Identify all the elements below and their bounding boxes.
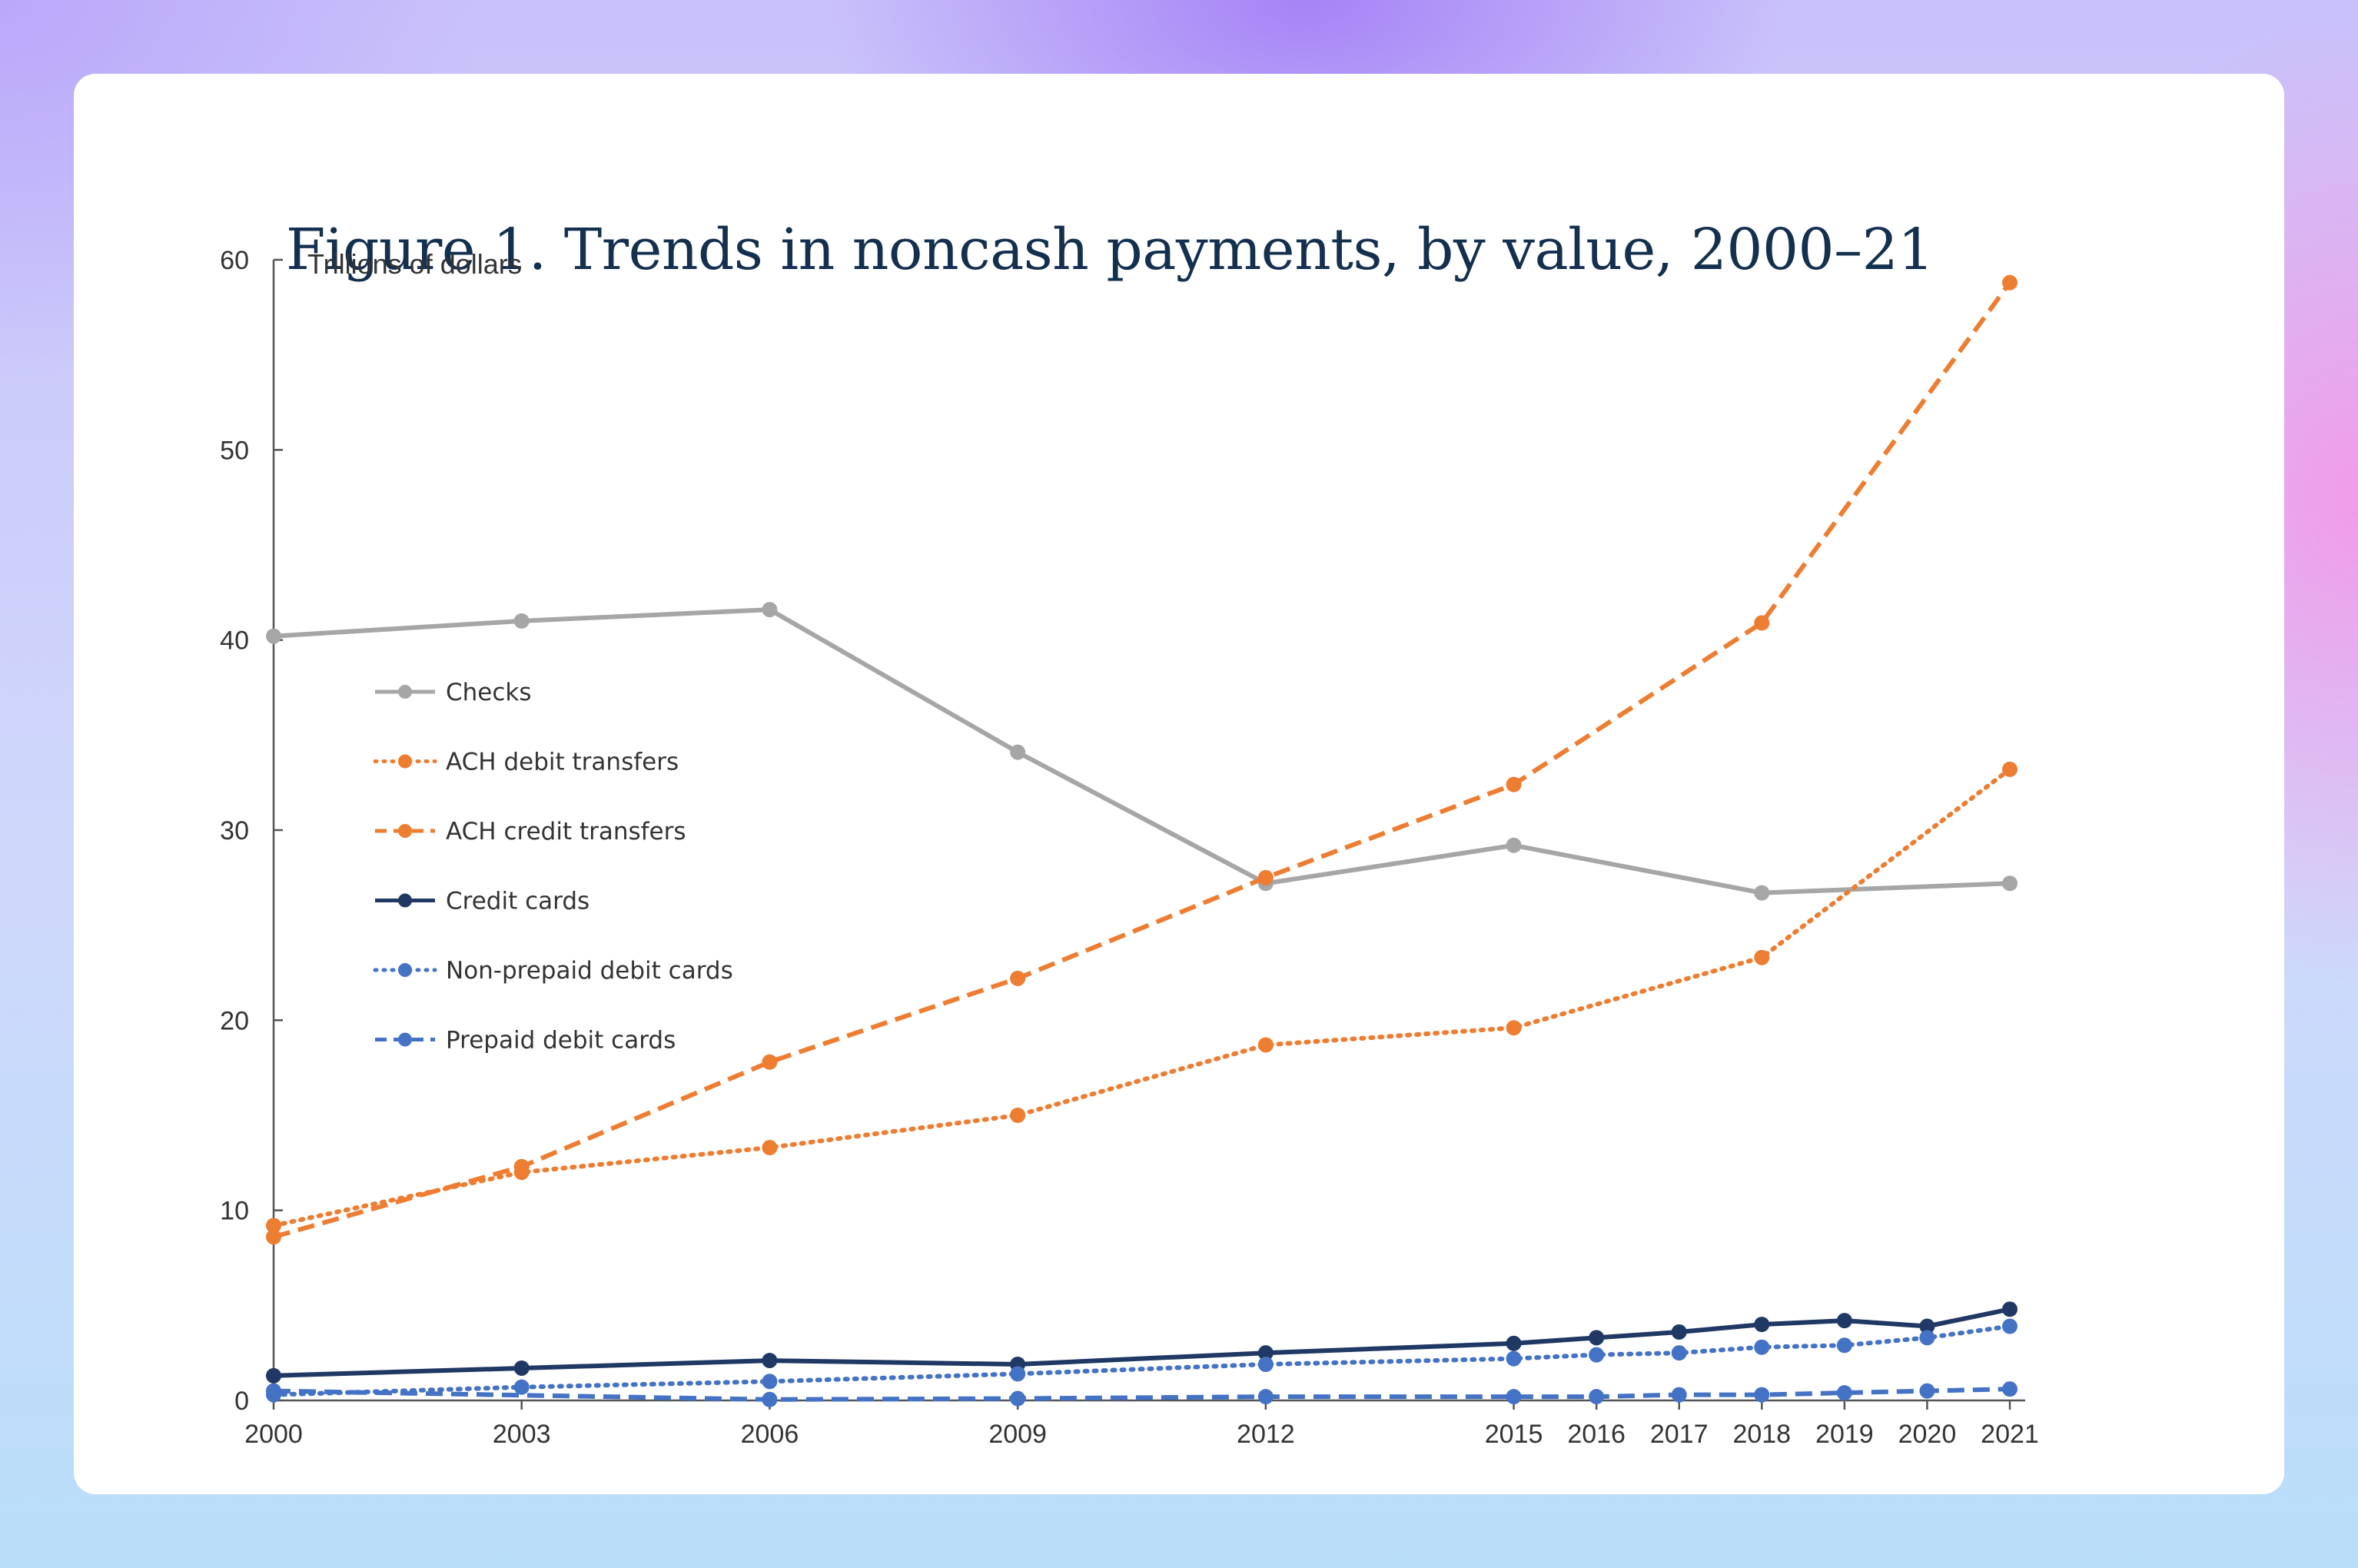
data-point-non-prepaid-debit-cards-2019: [1836, 1337, 1852, 1354]
y-tick-label-20: 20: [220, 1006, 249, 1035]
series-line-credit-cards: [273, 1307, 2011, 1378]
data-point-prepaid-debit-cards-2020: [1919, 1383, 1935, 1399]
legend-label-non-prepaid-debit-cards: Non-prepaid debit cards: [446, 957, 733, 985]
data-point-non-prepaid-debit-cards-2017: [1671, 1345, 1687, 1361]
y-tick-label-60: 60: [220, 246, 249, 275]
data-point-credit-cards-2021: [2002, 1301, 2018, 1317]
y-tick-label-40: 40: [220, 626, 249, 656]
data-point-credit-cards-2020: [1919, 1318, 1935, 1334]
figure-title: Figure 1. Trends in noncash payments, by…: [286, 217, 1934, 283]
x-tick-label-2009: 2009: [988, 1420, 1047, 1449]
legend-marker-credit-cards: [398, 893, 412, 908]
data-point-ach-debit-transfers-2018: [1754, 949, 1770, 965]
data-point-checks-2000: [266, 628, 281, 644]
x-tick-label-2006: 2006: [741, 1420, 799, 1449]
y-tick-label-10: 10: [220, 1197, 249, 1226]
y-tick-label-50: 50: [220, 436, 249, 465]
x-tick-label-2019: 2019: [1815, 1420, 1874, 1449]
data-point-ach-debit-transfers-2009: [1010, 1108, 1026, 1123]
series-line-ach-credit-transfers: [273, 281, 2012, 1240]
x-tick-label-2000: 2000: [244, 1420, 303, 1449]
data-point-non-prepaid-debit-cards-2009: [1010, 1366, 1026, 1382]
x-tick-label-2016: 2016: [1567, 1420, 1626, 1449]
data-point-prepaid-debit-cards-2018: [1754, 1387, 1770, 1403]
legend-marker-ach-debit-transfers: [398, 754, 412, 769]
data-point-credit-cards-2003: [513, 1360, 530, 1376]
legend-label-checks: Checks: [446, 679, 532, 706]
series-line-checks: [273, 607, 2011, 895]
data-point-prepaid-debit-cards-2016: [1589, 1389, 1605, 1405]
y-tick-label-0: 0: [234, 1387, 249, 1416]
data-point-ach-debit-transfers-2021: [2002, 761, 2018, 777]
data-point-prepaid-debit-cards-2006: [762, 1391, 778, 1407]
data-point-prepaid-debit-cards-2019: [1836, 1385, 1852, 1401]
data-point-non-prepaid-debit-cards-2016: [1589, 1347, 1605, 1363]
data-point-credit-cards-2017: [1671, 1324, 1687, 1340]
series-line-prepaid-debit-cards: [273, 1387, 2011, 1402]
y-tick-label-30: 30: [220, 816, 249, 845]
data-point-ach-credit-transfers-2009: [1010, 970, 1026, 986]
x-tick-label-2020: 2020: [1898, 1420, 1957, 1449]
data-point-ach-credit-transfers-2018: [1754, 615, 1770, 631]
x-tick-label-2018: 2018: [1732, 1420, 1791, 1449]
data-point-non-prepaid-debit-cards-2020: [1919, 1330, 1935, 1346]
legend-marker-ach-credit-transfers: [398, 824, 412, 838]
data-point-credit-cards-2015: [1506, 1335, 1522, 1351]
data-point-ach-debit-transfers-2015: [1506, 1020, 1522, 1036]
legend-label-ach-debit-transfers: ACH debit transfers: [446, 749, 679, 776]
data-point-prepaid-debit-cards-2017: [1671, 1387, 1687, 1403]
data-point-ach-credit-transfers-2000: [266, 1229, 281, 1245]
legend-label-credit-cards: Credit cards: [446, 888, 590, 915]
series-line-ach-debit-transfers: [271, 766, 2012, 1228]
data-point-checks-2003: [513, 613, 530, 629]
data-point-checks-2021: [2002, 875, 2018, 892]
data-point-non-prepaid-debit-cards-2006: [762, 1374, 778, 1390]
data-point-non-prepaid-debit-cards-2012: [1257, 1357, 1274, 1373]
x-tick-label-2017: 2017: [1650, 1420, 1709, 1449]
data-point-ach-credit-transfers-2015: [1506, 776, 1522, 792]
legend-label-prepaid-debit-cards: Prepaid debit cards: [446, 1027, 676, 1055]
legend-marker-non-prepaid-debit-cards: [398, 963, 412, 977]
series-line-non-prepaid-debit-cards: [271, 1324, 2012, 1397]
x-tick-label-2015: 2015: [1485, 1420, 1543, 1449]
x-tick-label-2021: 2021: [1981, 1420, 2039, 1449]
data-point-checks-2006: [762, 602, 778, 618]
data-point-prepaid-debit-cards-2015: [1506, 1389, 1522, 1405]
data-point-ach-debit-transfers-2012: [1257, 1037, 1274, 1053]
data-point-non-prepaid-debit-cards-2015: [1506, 1350, 1522, 1367]
x-tick-label-2003: 2003: [493, 1420, 551, 1449]
legend-label-ach-credit-transfers: ACH credit transfers: [446, 818, 686, 845]
data-point-non-prepaid-debit-cards-2021: [2002, 1318, 2018, 1334]
x-tick-label-2012: 2012: [1237, 1420, 1295, 1449]
data-point-prepaid-debit-cards-2000: [266, 1383, 281, 1399]
data-point-ach-debit-transfers-2000: [266, 1218, 281, 1234]
data-point-checks-2015: [1506, 837, 1522, 853]
legend-marker-prepaid-debit-cards: [398, 1032, 412, 1047]
data-point-credit-cards-2000: [266, 1367, 281, 1384]
data-point-non-prepaid-debit-cards-2003: [513, 1379, 530, 1395]
data-point-credit-cards-2018: [1754, 1317, 1770, 1333]
data-point-ach-credit-transfers-2003: [513, 1158, 530, 1174]
legend-marker-checks: [398, 685, 412, 699]
data-point-non-prepaid-debit-cards-2018: [1754, 1339, 1770, 1355]
data-point-prepaid-debit-cards-2009: [1010, 1390, 1026, 1407]
data-point-ach-credit-transfers-2006: [762, 1054, 778, 1070]
data-point-credit-cards-2019: [1836, 1313, 1852, 1329]
figure-card: Figure 1. Trends in noncash payments, by…: [74, 74, 2284, 1494]
data-point-credit-cards-2016: [1589, 1330, 1605, 1346]
data-point-prepaid-debit-cards-2012: [1257, 1389, 1274, 1405]
data-point-checks-2018: [1754, 885, 1770, 901]
data-point-credit-cards-2006: [762, 1353, 778, 1369]
data-point-prepaid-debit-cards-2021: [2002, 1381, 2018, 1397]
data-point-ach-credit-transfers-2021: [2002, 274, 2018, 291]
data-point-ach-debit-transfers-2006: [762, 1140, 778, 1156]
y-axis-unit-label: Trillions of dollars: [307, 248, 522, 280]
data-point-credit-cards-2012: [1257, 1345, 1274, 1361]
data-point-checks-2009: [1010, 744, 1026, 760]
data-point-ach-credit-transfers-2012: [1257, 869, 1274, 885]
